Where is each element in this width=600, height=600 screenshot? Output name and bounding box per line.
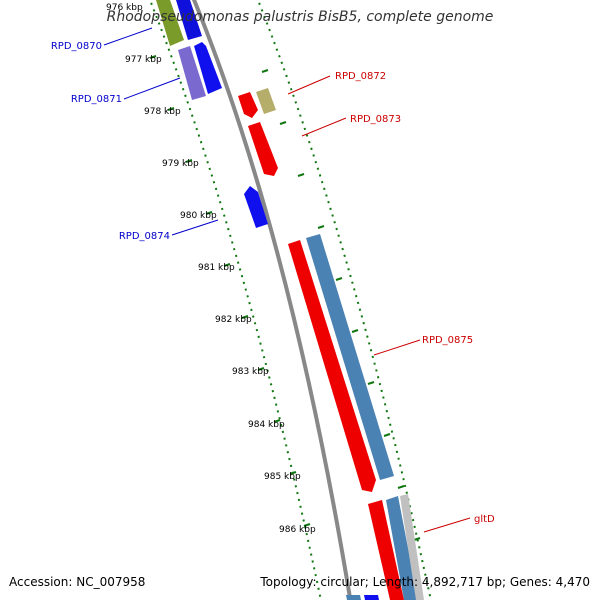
gene-label-rpd-0872[interactable]: RPD_0872 [335,71,386,82]
inner-scale-ring [148,0,322,600]
kbp-label: 977 kbp [125,55,162,65]
gene-steel-small[interactable] [386,496,418,600]
gene-rpd-0871[interactable] [194,42,222,94]
gene-rpd-0873[interactable] [248,122,278,176]
gene-label-rpd-0871[interactable]: RPD_0871 [71,94,122,105]
outer-scale-ring [256,0,432,600]
kbp-label: 978 kbp [144,107,181,117]
forward-genes [238,88,424,600]
gene-rpd-0870[interactable] [156,0,184,46]
gene-label-rpd-0870[interactable]: RPD_0870 [51,41,102,52]
kbp-label: 982 kbp [215,315,252,325]
gene-steel-large[interactable] [306,234,394,480]
gene-rpd-0872[interactable] [256,88,276,114]
accession-text: Accession: NC_007958 [9,575,146,589]
kbp-label: 985 kbp [264,472,301,482]
genome-backbone [191,0,353,600]
kbp-label: 983 kbp [232,367,269,377]
gene-label-rpd-0874[interactable]: RPD_0874 [119,231,170,242]
reverse-genes [156,0,268,228]
gene-rpd-0872-small[interactable] [238,92,258,118]
kbp-label: 981 kbp [198,263,235,273]
gene-gray-small[interactable] [400,494,424,600]
gene-labels: RPD_0870 RPD_0871 RPD_0874 RPD_0872 RPD_… [51,41,495,525]
gene-label-gltd[interactable]: gltD [474,514,495,525]
kbp-label: 979 kbp [162,159,199,169]
kbp-labels: 976 kbp 977 kbp 978 kbp 979 kbp 980 kbp … [106,3,316,535]
gene-rpd-0870-blue[interactable] [176,0,202,40]
leader-lines [103,27,471,533]
outer-ticks [261,69,421,541]
kbp-label: 984 kbp [248,420,285,430]
kbp-label: 976 kbp [106,3,143,13]
kbp-label: 986 kbp [279,525,316,535]
gene-rpd-0875[interactable] [288,240,376,492]
gene-rpd-0871-purple[interactable] [178,46,206,100]
gene-label-rpd-0873[interactable]: RPD_0873 [350,114,401,125]
kbp-label: 980 kbp [180,211,217,221]
gene-bottom-steel[interactable] [346,595,361,600]
genome-summary: Topology: circular; Length: 4,892,717 bp… [260,575,590,589]
inner-ticks [149,55,311,527]
gene-rpd-0874[interactable] [244,186,268,228]
gene-label-rpd-0875[interactable]: RPD_0875 [422,335,473,346]
gene-gltd[interactable] [368,500,404,600]
gene-bottom-blue[interactable] [364,595,379,600]
